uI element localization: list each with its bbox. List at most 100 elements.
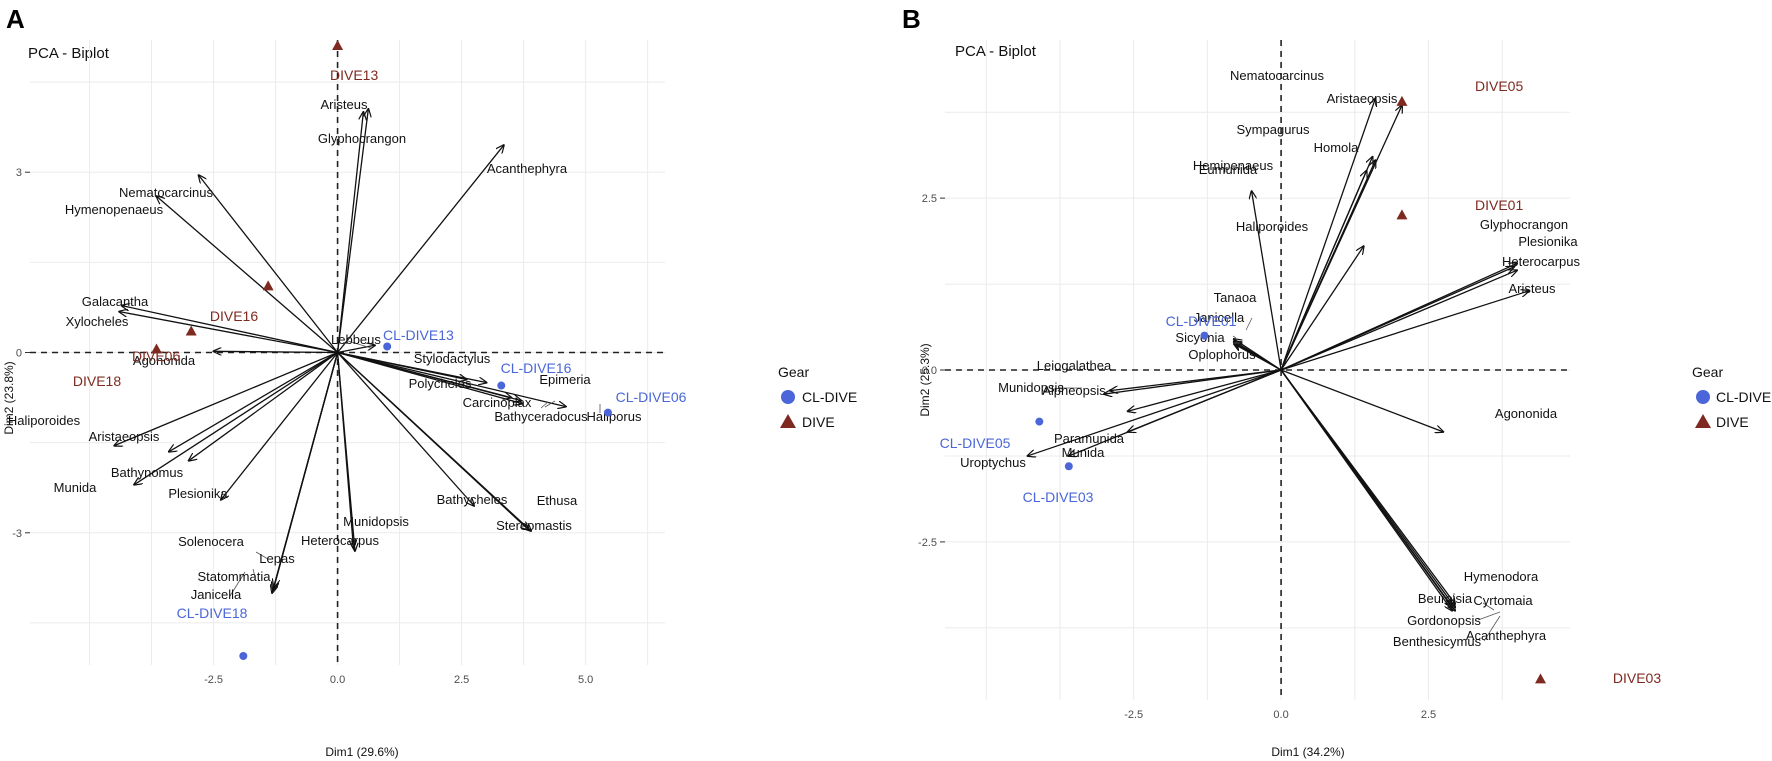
panel-a-vector-plesionika: [221, 352, 339, 500]
panel-b-point-dive01: [1396, 209, 1408, 220]
panel-a-legend: Gear CL-DIVE DIVE: [778, 364, 857, 430]
panel-b-point-label-dive03: DIVE03: [1613, 670, 1661, 686]
panel-a-vector-label-polycheles: Polycheles: [409, 376, 472, 391]
panel-b-vector-heterocarpus: [1280, 270, 1517, 371]
panel-b-vector-label-leiogalathea: Leiogalathea: [1037, 358, 1112, 373]
panel-a-vector-janicella: [272, 352, 339, 593]
panel-a-point-dive18: [151, 343, 163, 354]
panel-a-point-cl-dive16: [497, 381, 506, 390]
panel-a-vector-label-aristaeopsis: Aristaeopsis: [89, 429, 160, 444]
panel-a-legend-title: Gear: [778, 364, 809, 380]
panel-b-vector-label-aristeus: Aristeus: [1509, 281, 1556, 296]
panel-b-vector-label-plesionika: Plesionika: [1518, 234, 1578, 249]
panel-b-vector-label-hymenodora: Hymenodora: [1464, 569, 1539, 584]
panel-b-vector-label-munida: Munida: [1062, 445, 1105, 460]
panel-b-vector-label-acanthephyra: Acanthephyra: [1466, 628, 1547, 643]
panel-a-vector-label-xylocheles: Xylocheles: [66, 314, 129, 329]
panel-b-leader-benthesicymus: [1483, 615, 1501, 642]
panel-b-vector-label-agononida: Agononida: [1495, 406, 1558, 421]
panel-b-point-cl-dive05: [1035, 417, 1044, 426]
panel-b-plot-area: -2.5 0.0 2.5 -2.5 0.0 2.5 NematocarcinusArista…: [918, 40, 1661, 721]
panel-b-vector-haliporoides: [1280, 246, 1364, 371]
panel-a-leader-janicella: [229, 571, 246, 597]
panel-a-y-tick-label: -3: [12, 528, 22, 540]
panel-a-y-tick-label: 3: [16, 167, 22, 179]
panel-a-vector-acanthephyra: [337, 145, 504, 353]
panel-a-vector-label-hymenopenaeus: Hymenopenaeus: [65, 202, 164, 217]
panel-b-vector-label-sympagurus: Sympagurus: [1237, 122, 1310, 137]
panel-a-vector-glyphocrangon: [336, 112, 364, 353]
panel-a-vector-label-bathycheles: Bathycheles: [437, 492, 508, 507]
panel-b-vector-label-glyphocrangon: Glyphocrangon: [1480, 217, 1568, 232]
panel-b-vector-label-alpheopsis: Alpheopsis: [1042, 383, 1106, 398]
panel-a-vector-label-solenocera: Solenocera: [178, 534, 245, 549]
panel-a-vector-bathyceradocus: [337, 351, 523, 404]
panel-b-legend-dive: DIVE: [1716, 414, 1749, 430]
panel-a-vector-haliporoides: [114, 351, 338, 446]
panel-a-vector-polycheles: [337, 351, 487, 383]
panel-b-vector-label-oplophorus: Oplophorus: [1188, 347, 1256, 362]
panel-a-point-cl-dive13: [383, 342, 392, 351]
panel-a-vector-bathynomus: [189, 351, 338, 461]
panel-a-x-tick-label: 2.5: [454, 674, 469, 686]
panel-a-vector-nematocarcinus: [199, 175, 339, 353]
panel-a-vector-label-ethusa: Ethusa: [537, 493, 578, 508]
panel-a-vector-label-bathynomus: Bathynomus: [111, 465, 184, 480]
panel-b-leader-janicella: [1232, 335, 1237, 339]
panel-a-leader-lebbeus: [347, 340, 372, 349]
panel-b-x-tick-label: -2.5: [1124, 709, 1143, 721]
panel-a-vector-heterocarpus: [336, 352, 354, 548]
panel-b-vector-alpheopsis: [1128, 369, 1282, 411]
panel-b-point-dive05: [1396, 95, 1408, 106]
panel-b-legend-title: Gear: [1692, 364, 1723, 380]
panel-a-y-tick-label: 0: [16, 348, 22, 360]
panel-b-vector-label-nematocarcinus: Nematocarcinus: [1230, 68, 1324, 83]
panel-a-point-dive16: [262, 280, 274, 291]
panel-b-vector-aristeus: [1280, 291, 1529, 371]
panel-b-x-tick-label: 2.5: [1421, 709, 1436, 721]
panel-b-vector-munida: [1069, 369, 1282, 456]
panel-b-point-cl-dive01: [1200, 331, 1209, 340]
panel-a: A PCA - Biplot -2.5 0.0 2.5 5.0 -3 0 3 Aristeus…: [2, 4, 857, 759]
panel-b-vector-label-tanaoa: Tanaoa: [1214, 290, 1257, 305]
panel-b-vector-oplophorus: [1234, 344, 1282, 371]
panel-b-vector-label-munidopsis: Munidopsis: [998, 380, 1064, 395]
panel-a-point-cl-dive18: [239, 651, 248, 660]
panel-a-label: A: [6, 4, 25, 34]
panel-b-label: B: [902, 4, 921, 34]
panel-b-vector-hemipenaeus: [1280, 171, 1366, 371]
panel-a-legend-dive: DIVE: [802, 414, 835, 430]
panel-b-y-tick-label: 2.5: [922, 193, 937, 205]
panel-a-vector-label-statommatia: Statommatia: [198, 569, 272, 584]
panel-a-vector-label-galacantha: Galacantha: [82, 294, 149, 309]
panel-a-legend-circle-key: [781, 390, 795, 404]
panel-a-vector-label-epimeria: Epimeria: [539, 372, 591, 387]
panel-a-leader-carcinoplax: [544, 400, 556, 408]
panel-a-vector-label-lepas: Lepas: [259, 551, 295, 566]
panel-a-vector-lebbeus: [337, 345, 375, 354]
panel-a-x-tick-label: -2.5: [204, 674, 223, 686]
panel-b-vector-eumunida: [1252, 191, 1282, 371]
panel-a-point-label-cl-dive16: CL-DIVE16: [501, 360, 572, 376]
panel-a-x-tick-label: 5.0: [578, 674, 593, 686]
panel-a-leader-lepas: [255, 551, 269, 560]
panel-a-vector-haliporus: [337, 351, 566, 407]
panel-b-point-label-cl-dive01: CL-DIVE01: [1166, 313, 1237, 329]
panel-a-point-label-dive18: DIVE18: [73, 373, 121, 389]
panel-a-point-label-dive13: DIVE13: [330, 67, 378, 83]
panel-a-vector-label-haliporus: Haliporus: [587, 409, 642, 424]
panel-a-vector-galacantha: [122, 306, 338, 354]
panel-b-vector-label-homola: Homola: [1314, 140, 1360, 155]
panel-a-plot-area: -2.5 0.0 2.5 5.0 -3 0 3 Aristeus Glyphocrangon Ac…: [8, 40, 687, 686]
panel-b-vector-label-beuroisia: Beuroisia: [1418, 591, 1473, 606]
panel-a-point-label-cl-dive18: CL-DIVE18: [177, 605, 248, 621]
panel-a-vector-label-stylodactylus: Stylodactylus: [414, 351, 491, 366]
panel-b-vector-agononida: [1280, 369, 1443, 432]
panel-b-vector-label-uroptychus: Uroptychus: [960, 455, 1026, 470]
panel-a-legend-triangle-key: [780, 414, 796, 428]
panel-b-vector-acanthephyra: [1280, 369, 1455, 611]
panel-b-vector-label-sicyonia: Sicyonia: [1175, 330, 1225, 345]
panel-a-point-label-cl-dive06: CL-DIVE06: [616, 389, 687, 405]
panel-a-vector-label-haliporoides: Haliporoides: [8, 413, 81, 428]
